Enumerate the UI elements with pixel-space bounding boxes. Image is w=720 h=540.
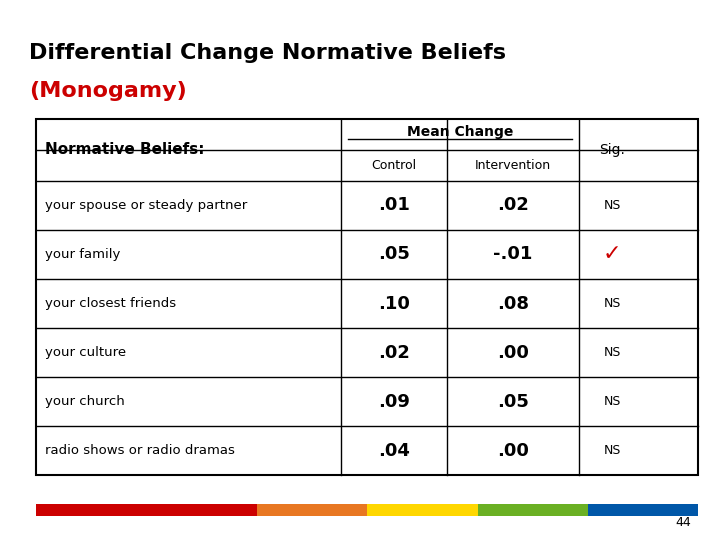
Text: your closest friends: your closest friends: [45, 297, 176, 310]
Text: .00: .00: [497, 442, 529, 460]
Text: (Monogamy): (Monogamy): [29, 81, 186, 101]
Text: your spouse or steady partner: your spouse or steady partner: [45, 199, 247, 212]
Text: .09: .09: [378, 393, 410, 410]
Text: your church: your church: [45, 395, 125, 408]
Text: Differential Change Normative Beliefs: Differential Change Normative Beliefs: [29, 43, 505, 63]
Text: Battelle: Battelle: [585, 24, 653, 39]
Text: .05: .05: [378, 246, 410, 264]
Text: .04: .04: [378, 442, 410, 460]
Text: NS: NS: [603, 395, 621, 408]
Text: Control: Control: [371, 159, 416, 172]
Text: NS: NS: [603, 444, 621, 457]
Text: .01: .01: [378, 197, 410, 214]
Text: .02: .02: [378, 343, 410, 362]
Text: your family: your family: [45, 248, 120, 261]
Text: 44: 44: [675, 516, 691, 529]
Text: your culture: your culture: [45, 346, 126, 359]
Text: .08: .08: [497, 294, 529, 313]
Text: Intervention: Intervention: [475, 159, 551, 172]
Text: NS: NS: [603, 199, 621, 212]
Text: NS: NS: [603, 346, 621, 359]
Text: NS: NS: [603, 297, 621, 310]
Text: Normative Beliefs:: Normative Beliefs:: [45, 143, 204, 157]
Text: .10: .10: [378, 294, 410, 313]
Text: Mean Change: Mean Change: [407, 125, 513, 139]
Text: radio shows or radio dramas: radio shows or radio dramas: [45, 444, 235, 457]
Text: The Business of Innovation: The Business of Innovation: [559, 51, 680, 60]
Text: .00: .00: [497, 343, 529, 362]
Text: Sig.: Sig.: [599, 143, 625, 157]
Text: -.01: -.01: [493, 246, 533, 264]
Text: ✓: ✓: [603, 245, 621, 265]
Text: .05: .05: [497, 393, 529, 410]
Text: .02: .02: [497, 197, 529, 214]
